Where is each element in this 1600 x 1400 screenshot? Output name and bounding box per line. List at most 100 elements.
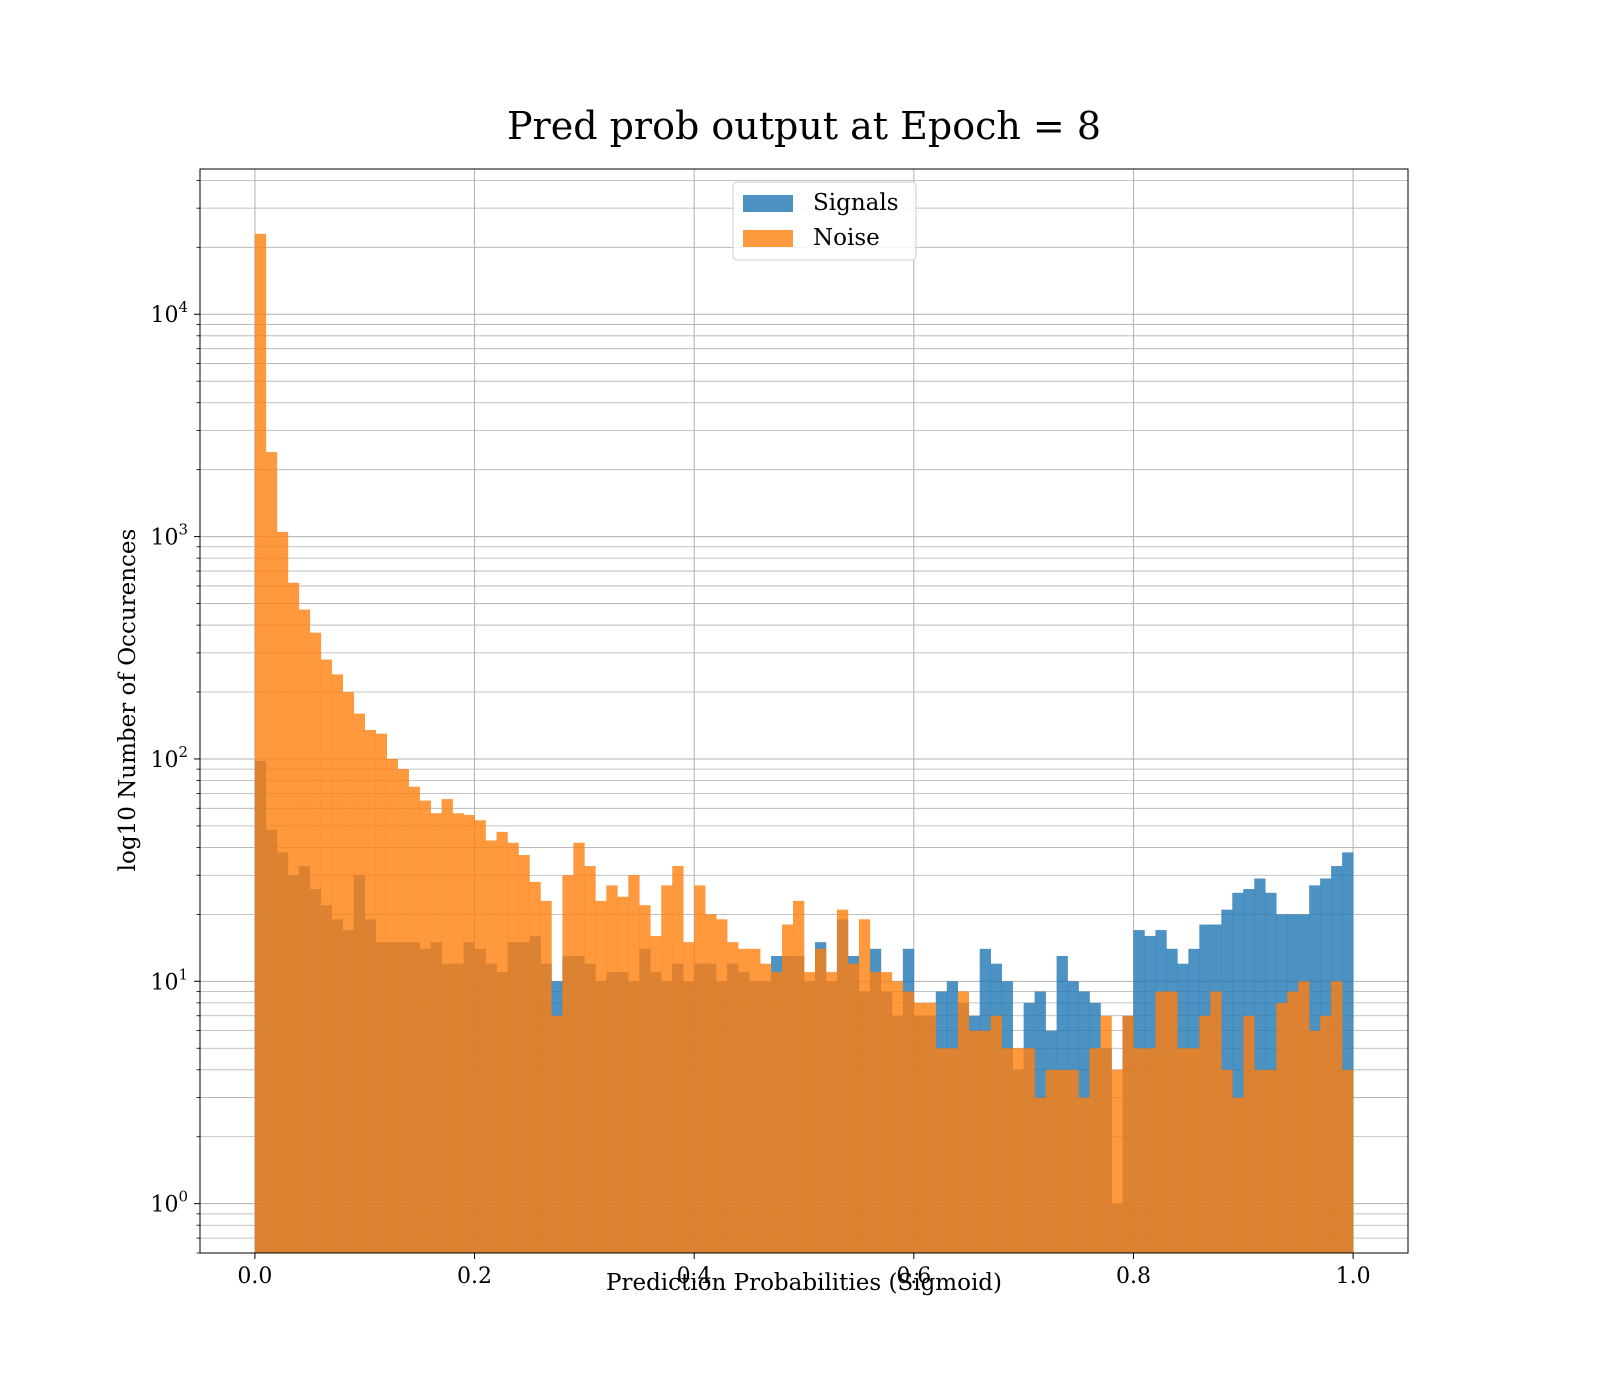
noise-bar (793, 900, 805, 1253)
noise-bar (606, 885, 618, 1253)
noise-bar (573, 842, 585, 1253)
noise-bar (1111, 1069, 1123, 1253)
bars-layer (254, 233, 1354, 1253)
legend-label-signals: Signals (813, 190, 899, 216)
x-tick-label: 0.0 (237, 1264, 272, 1289)
legend-label-noise: Noise (813, 225, 880, 251)
noise-bar (902, 991, 915, 1253)
noise-bar (836, 909, 849, 1253)
noise-bar (507, 842, 519, 1253)
noise-bar (331, 674, 344, 1253)
noise-bar (1089, 1048, 1101, 1253)
noise-bar (1320, 1015, 1332, 1253)
noise-bar (771, 972, 783, 1253)
noise-bar (287, 582, 300, 1253)
noise-bar (869, 972, 882, 1253)
noise-bar (562, 875, 574, 1253)
noise-bar (375, 733, 387, 1253)
noise-bar (309, 632, 322, 1253)
noise-bar (1122, 1015, 1134, 1253)
noise-bar (694, 885, 706, 1253)
y-tick-label: 100 (150, 1188, 188, 1218)
noise-bar (946, 1048, 959, 1253)
series-noise (254, 233, 1354, 1253)
noise-bar (1221, 1069, 1233, 1253)
axes-layer: 0.0 0.2 0.4 0.6 0.8 1.0 100 101 102 103 104 (150, 179, 1371, 1289)
noise-bar (529, 881, 541, 1253)
noise-bar (518, 854, 530, 1253)
noise-bar (1342, 1069, 1354, 1253)
y-axis-label: log10 Number of Occurences (115, 528, 141, 872)
signals-bar (1232, 892, 1244, 1253)
noise-bar (749, 948, 761, 1253)
noise-bar (891, 981, 904, 1253)
noise-bar (386, 758, 398, 1253)
noise-bar (1210, 991, 1222, 1253)
noise-bar (1067, 1069, 1079, 1253)
noise-bar (276, 531, 289, 1253)
y-tick-label: 104 (150, 298, 188, 328)
noise-bar (1188, 1048, 1200, 1253)
noise-bar (935, 1048, 948, 1253)
noise-bar (1001, 1048, 1013, 1253)
noise-bar (584, 866, 596, 1253)
noise-bar (804, 972, 816, 1253)
noise-bar (452, 813, 464, 1253)
noise-bar (1243, 1015, 1255, 1253)
noise-bar (957, 991, 970, 1253)
noise-bar (979, 1030, 991, 1253)
x-tick-label: 0.6 (896, 1264, 931, 1289)
noise-bar (1034, 1097, 1046, 1253)
x-tick-label: 0.2 (457, 1264, 492, 1289)
y-tick-label: 102 (150, 743, 188, 773)
noise-bar (254, 233, 267, 1253)
legend-swatch-noise (743, 230, 793, 247)
plot-frame (199, 168, 1409, 1254)
noise-bar (1298, 981, 1310, 1253)
noise-bar (1133, 1048, 1145, 1253)
noise-bar (1056, 1069, 1068, 1253)
y-tick-label: 101 (150, 965, 188, 995)
noise-bar (782, 924, 794, 1253)
noise-bar (1254, 1069, 1266, 1253)
noise-bar (540, 900, 552, 1253)
noise-bar (913, 1002, 926, 1253)
noise-bar (705, 914, 717, 1253)
noise-bar (1012, 1048, 1024, 1253)
noise-bar (265, 452, 278, 1253)
noise-bar (1232, 1097, 1244, 1253)
noise-bar (738, 948, 750, 1253)
noise-bar (1078, 1097, 1090, 1253)
noise-bar (672, 866, 684, 1253)
noise-bar (628, 875, 640, 1253)
signals-bar (1342, 852, 1354, 1253)
noise-bar (320, 659, 333, 1253)
noise-bar (1265, 1069, 1277, 1253)
x-tick-label: 0.8 (1116, 1264, 1151, 1289)
noise-bar (1166, 991, 1178, 1253)
noise-bar (1309, 1030, 1321, 1253)
noise-bar (639, 905, 651, 1253)
noise-bar (858, 919, 871, 1253)
noise-bar (760, 963, 772, 1253)
x-tick-label: 1.0 (1336, 1264, 1371, 1289)
noise-bar (474, 820, 486, 1253)
noise-bar (1177, 1048, 1189, 1253)
noise-bar (1331, 981, 1343, 1253)
chart-title: Pred prob output at Epoch = 8 (506, 104, 1102, 148)
noise-bar (1144, 1048, 1156, 1253)
noise-bar (1100, 1015, 1112, 1253)
noise-bar (419, 800, 431, 1253)
noise-bar (551, 1015, 563, 1253)
signals-bar (1254, 878, 1266, 1253)
noise-bar (847, 963, 860, 1253)
noise-bar (1155, 991, 1167, 1253)
noise-bar (1199, 1015, 1211, 1253)
noise-bar (924, 1002, 937, 1253)
noise-bar (968, 1030, 981, 1253)
noise-bar (990, 1015, 1002, 1253)
noise-bar (617, 896, 629, 1253)
noise-bar (342, 692, 355, 1253)
x-tick-label: 0.4 (677, 1264, 712, 1289)
